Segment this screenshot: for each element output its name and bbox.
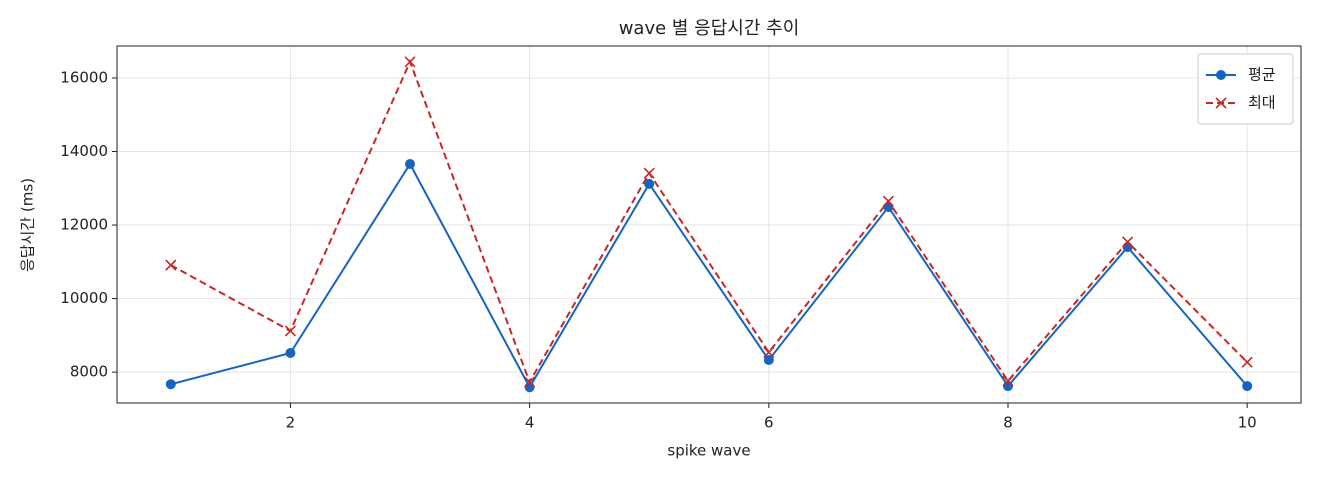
y-tick-label: 12000 — [60, 216, 108, 234]
point — [405, 159, 416, 170]
x-tick-label: 6 — [764, 414, 774, 432]
point — [643, 167, 655, 179]
point — [763, 354, 774, 365]
point — [882, 195, 894, 207]
point — [165, 259, 177, 271]
series-line — [170, 162, 1248, 390]
legend-label: 평균 — [1248, 66, 1276, 84]
chart-title: wave 별 응답시간 추이 — [619, 18, 800, 39]
series-line — [170, 59, 1248, 385]
y-tick-label: 10000 — [60, 289, 108, 307]
y-tick-label: 8000 — [70, 363, 108, 381]
legend-box — [1197, 53, 1294, 125]
point — [404, 56, 416, 68]
point — [524, 376, 536, 388]
x-tick-label: 2 — [286, 414, 296, 432]
point — [644, 178, 655, 189]
point — [1242, 381, 1253, 392]
point — [165, 379, 176, 390]
point — [1216, 70, 1226, 80]
x-tick-label: 4 — [525, 414, 535, 432]
point — [1002, 375, 1014, 387]
point — [1122, 236, 1134, 248]
y-tick-label: 14000 — [60, 142, 108, 160]
y-tick-label: 16000 — [60, 68, 108, 86]
x-tick-label: 8 — [1003, 414, 1013, 432]
point — [284, 325, 296, 337]
point — [285, 347, 296, 358]
x-tick-label: 10 — [1238, 414, 1257, 432]
point — [763, 346, 775, 358]
legend-label: 최대 — [1248, 94, 1276, 112]
x-axis-label: spike wave — [667, 442, 750, 460]
point — [1215, 97, 1227, 109]
plot-frame — [116, 45, 1302, 404]
point — [1002, 381, 1013, 392]
y-axis-label: 응답시간 (ms) — [19, 178, 37, 272]
point — [1122, 242, 1133, 253]
point — [1241, 356, 1253, 368]
